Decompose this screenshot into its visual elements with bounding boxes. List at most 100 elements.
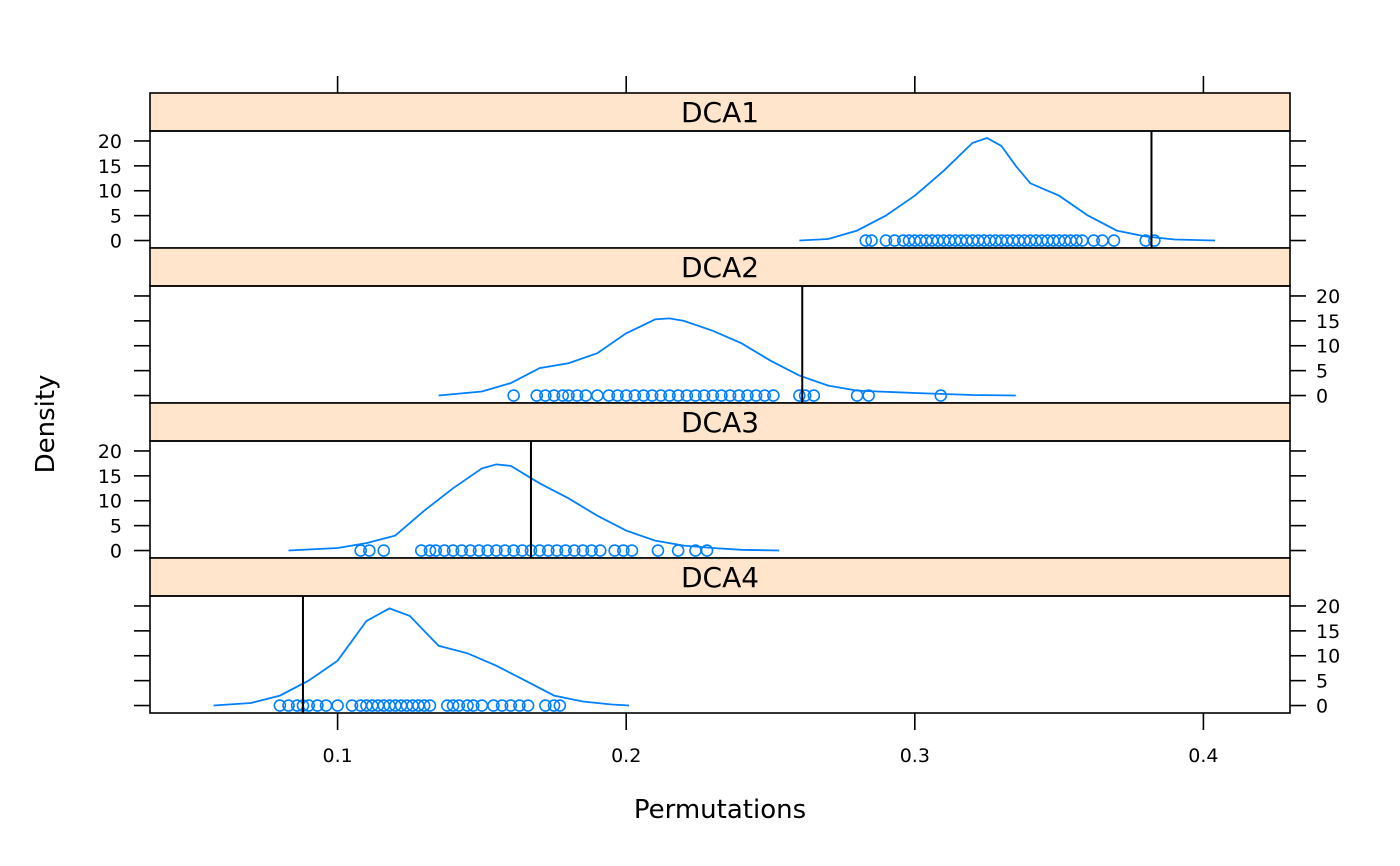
permutation-point [680,389,694,402]
permutation-point [723,389,737,402]
strip-label-dca3: DCA3 [681,406,759,439]
strip-dca2 [149,247,1291,287]
permutation-point [446,544,460,557]
permutation-point [472,544,486,557]
permutation-point [608,544,621,557]
permutation-point [793,389,806,402]
permutation-point [466,699,480,712]
permutation-point [741,389,754,402]
permutation-point [559,544,572,557]
panel-dca1: DCA1 0 5 10 15 20 [98,92,1306,253]
permutation-point [654,389,668,402]
permutation-point [539,699,552,712]
permutation-point [888,234,901,247]
permutation-point [539,389,552,402]
permutation-point [850,389,864,402]
permutation-point [464,544,477,557]
permutation-point [507,544,520,557]
permutation-point [311,699,324,712]
permutation-point [570,389,584,402]
x-tick-label: 0.2 [611,745,641,767]
y-tick-label-dca3: 20 [98,441,122,463]
y-tick-label-dca4: 15 [1316,621,1340,643]
permutation-point [273,699,287,712]
x-tick-label: 0.4 [1188,745,1218,767]
permutation-point [504,699,518,712]
permutation-point [452,699,466,712]
permutation-point [345,699,359,712]
y-tick-label-dca4: 5 [1316,671,1328,693]
y-tick-label-dca1: 10 [98,181,122,203]
permutation-point [1148,234,1161,247]
panel-dca3: DCA3 0 5 10 15 20 [98,402,1306,563]
permutation-point [282,699,295,712]
y-tick-label-dca3: 0 [110,541,122,563]
permutation-point [1087,234,1101,247]
permutation-point [697,389,711,402]
strip-label-dca2: DCA2 [681,251,759,284]
permutation-point [637,389,650,402]
y-tick-label-dca4: 10 [1316,646,1340,668]
permutation-point [567,544,581,557]
y-tick-label-dca1: 0 [110,231,122,253]
permutation-point [417,699,431,712]
permutation-point [576,544,590,557]
density-curve-dca4 [213,607,630,707]
y-tick-label-dca1: 15 [98,156,122,178]
panels-group: DCA105101520DCA205101520DCA305101520DCA4… [98,92,1340,718]
permutation-point [651,544,665,557]
y-tick-label-dca3: 5 [110,516,122,538]
permutation-point [859,234,873,247]
panel-dca2: DCA2 0 5 10 15 20 [134,247,1340,408]
density-curve-dca3 [288,463,780,552]
permutation-point [550,544,564,557]
permutation-point [354,544,367,557]
y-tick-label-dca1: 5 [110,206,122,228]
permutation-point [625,544,639,557]
permutation-point [934,389,948,402]
permutation-point [547,389,561,402]
y-tick-label-dca2: 10 [1316,336,1340,358]
x-tick-label: 0.1 [322,745,352,767]
x-axis-title: Permutations [634,795,806,825]
panel-frame-dca4 [149,595,1291,714]
y-tick-label-dca3: 10 [98,491,122,513]
permutation-point [446,699,460,712]
permutation-point [700,544,714,557]
permutation-point [423,544,437,557]
y-tick-label-dca2: 20 [1316,286,1340,308]
permutation-point [611,389,624,402]
permutation-point [591,389,604,402]
permutation-point [507,389,520,402]
permutation-point [414,544,428,557]
permutation-point [429,544,443,557]
permutation-point [541,544,555,557]
y-tick-label-dca4: 20 [1316,596,1340,618]
permutation-point [487,699,500,712]
permutation-point [533,544,546,557]
permutation-point [862,389,875,402]
permutation-point [593,544,607,557]
permutation-point [645,389,659,402]
permutation-point [1107,234,1121,247]
strip-dca3 [149,402,1291,442]
permutation-point [498,544,512,557]
panel-frame-dca3 [149,440,1291,559]
strip-label-dca1: DCA1 [681,96,759,129]
x-axis: 0.1 0.2 0.3 0.4 [322,76,1219,767]
permutation-point [1070,234,1083,247]
permutation-point [879,234,893,247]
permutation-point [758,389,772,402]
permutation-point [663,389,676,402]
permutation-point [628,389,642,402]
y-tick-label-dca4: 0 [1316,696,1328,718]
permutation-point [807,389,821,402]
permutation-point [461,699,474,712]
y-axis-title: Density [31,375,61,474]
y-tick-label-dca2: 0 [1316,386,1328,408]
permutation-point [438,544,451,557]
permutation-point [553,699,567,712]
permutation-point [513,699,526,712]
density-curve-dca1 [799,137,1216,242]
permutation-point [865,234,878,247]
